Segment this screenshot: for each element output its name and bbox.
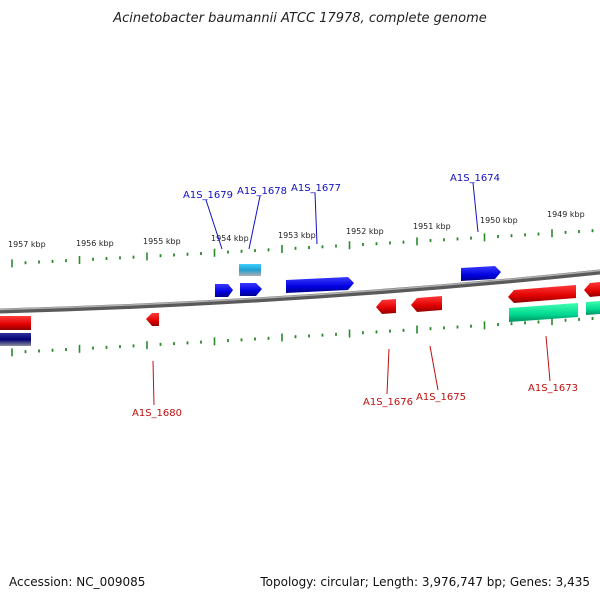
- feature-a1s-1678[interactable]: [239, 264, 261, 276]
- gene-right-edge[interactable]: [584, 282, 600, 297]
- kbp-label-1951: 1951 kbp: [413, 222, 451, 231]
- kbp-label-1953: 1953 kbp: [278, 231, 316, 240]
- gene-a1s-1673[interactable]: [508, 285, 576, 303]
- kbp-label-1949: 1949 kbp: [547, 210, 585, 219]
- kbp-label-1955: 1955 kbp: [143, 237, 181, 246]
- feature-left-navy[interactable]: [0, 333, 31, 346]
- kbp-label-1950: 1950 kbp: [480, 216, 518, 225]
- tick-row-lower: [11, 317, 594, 357]
- gene-a1s-1676[interactable]: [376, 299, 396, 314]
- gene-a1s-1675[interactable]: [411, 296, 442, 312]
- gene-label-a1s-1676[interactable]: A1S_1676: [363, 397, 413, 408]
- feature-teal-right-edge[interactable]: [586, 301, 600, 315]
- gene-a1s-1674[interactable]: [461, 266, 501, 281]
- gene-label-a1s-1680[interactable]: A1S_1680: [132, 408, 182, 419]
- teal-features: [509, 301, 600, 322]
- rna-features: [0, 264, 261, 346]
- accession-label: Accession: NC_009085: [9, 575, 145, 589]
- gene-label-a1s-1678[interactable]: A1S_1678: [237, 186, 287, 197]
- gene-a1s-1679[interactable]: [215, 284, 233, 297]
- kbp-label-1956: 1956 kbp: [76, 239, 114, 248]
- forward-strand-genes: [215, 266, 501, 297]
- kbp-label-1954: 1954 kbp: [211, 234, 249, 243]
- gene-left-edge[interactable]: [0, 316, 31, 330]
- gene-a1s-1678-block[interactable]: [240, 283, 262, 296]
- reverse-strand-genes: [0, 282, 600, 330]
- feature-teal-a1s-1673[interactable]: [509, 303, 578, 322]
- genome-summary: Topology: circular; Length: 3,976,747 bp…: [259, 575, 590, 589]
- map-title: Acinetobacter baumannii ATCC 17978, comp…: [112, 11, 487, 26]
- gene-label-a1s-1675[interactable]: A1S_1675: [416, 392, 466, 403]
- gene-label-a1s-1673[interactable]: A1S_1673: [528, 383, 578, 394]
- gene-label-a1s-1677[interactable]: A1S_1677: [291, 183, 341, 194]
- gene-labels-reverse: A1S_1680 A1S_1676 A1S_1675 A1S_1673: [132, 383, 578, 419]
- gene-labels-forward: A1S_1679 A1S_1678 A1S_1677 A1S_1674: [183, 173, 500, 201]
- tick-row-upper: [11, 229, 594, 268]
- kbp-label-1957: 1957 kbp: [8, 240, 46, 249]
- kbp-scale: 1957 kbp 1956 kbp 1955 kbp 1954 kbp 1953…: [8, 210, 585, 249]
- gene-label-a1s-1674[interactable]: A1S_1674: [450, 173, 500, 184]
- label-leaders: [152, 182, 551, 406]
- genome-backbone: [0, 269, 600, 314]
- kbp-label-1952: 1952 kbp: [346, 227, 384, 236]
- gene-label-a1s-1679[interactable]: A1S_1679: [183, 190, 233, 201]
- gene-a1s-1677[interactable]: [286, 277, 354, 293]
- gene-a1s-1680[interactable]: [146, 313, 159, 326]
